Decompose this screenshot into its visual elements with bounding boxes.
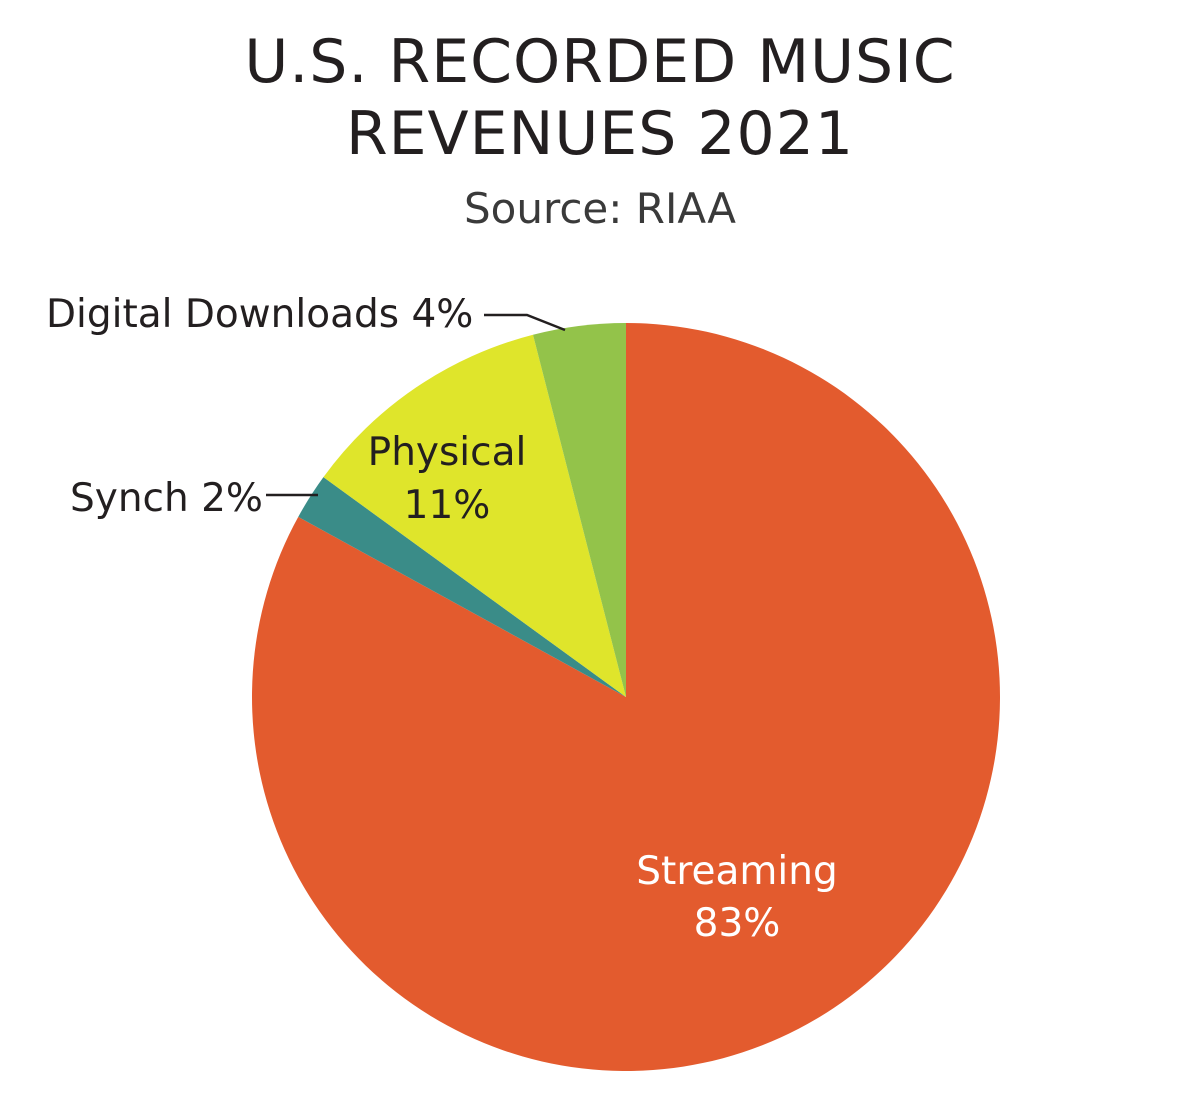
streaming-value-label: 83% [694,901,781,946]
digital-downloads-label: Digital Downloads 4% [46,292,473,337]
pie-slice-physical [323,334,626,697]
streaming-label: Streaming [636,849,837,894]
chart-title-line-1: U.S. RECORDED MUSIC [244,27,956,97]
chart-title-line-2: REVENUES 2021 [345,99,855,169]
pie-slice-synch [298,477,626,697]
synch-label: Synch 2% [70,476,263,521]
pie-slices [251,323,1000,1072]
physical-label: Physical [368,430,527,475]
chart-subtitle: Source: RIAA [464,184,736,233]
physical-value-label: 11% [404,483,491,528]
digital-downloads-leader-line [484,313,566,332]
pie-slice-streaming [251,323,1000,1072]
pie-slice-digital-downloads [532,323,626,697]
